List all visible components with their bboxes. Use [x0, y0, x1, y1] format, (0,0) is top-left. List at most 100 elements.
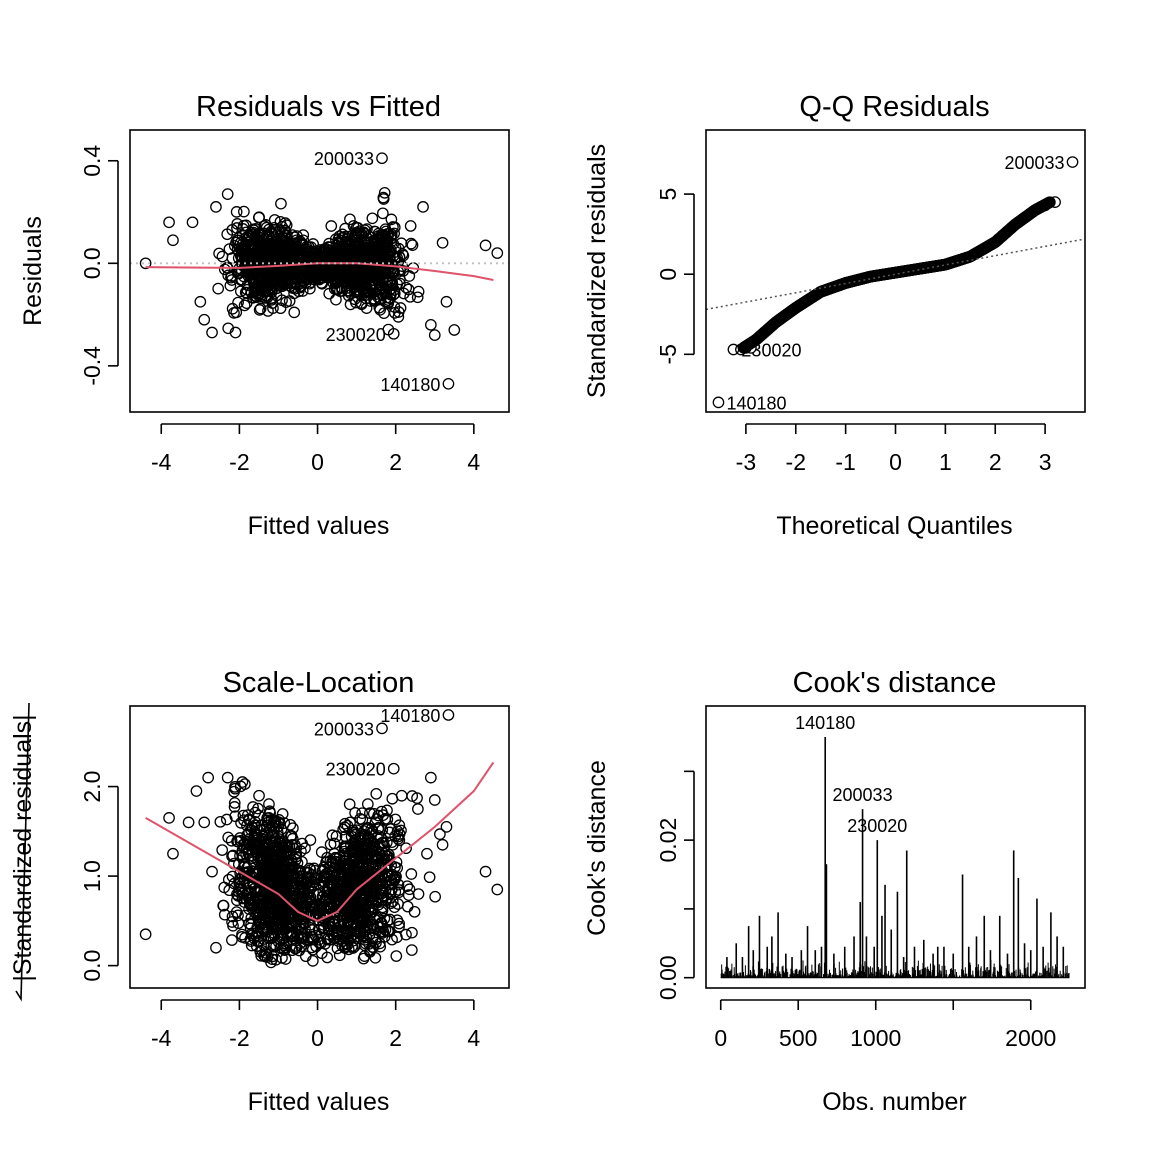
smooth-line: [145, 761, 495, 922]
data-point: [163, 216, 175, 229]
data-point: [259, 921, 272, 934]
data-point: [245, 892, 257, 905]
data-point: [385, 288, 397, 301]
data-point: [284, 256, 297, 269]
data-point: [390, 950, 403, 962]
x-tick-label: -3: [736, 449, 756, 475]
residuals-vs-fitted-panel: -4 -2 0 2 4 -0.4 0.0 0.4 200033 230020 140180 Res…: [19, 91, 510, 540]
panel-title: Cook's distance: [793, 667, 997, 699]
data-point: [274, 835, 287, 848]
data-point: [387, 221, 399, 233]
data-point: [300, 241, 313, 253]
data-point: [366, 932, 379, 945]
scale-location-points: [139, 709, 504, 969]
data-point: [266, 848, 279, 861]
labeled-point: [387, 762, 400, 775]
data-point: [338, 271, 351, 284]
data-point: [194, 295, 207, 308]
data-point: [273, 814, 285, 826]
data-point: [354, 254, 367, 267]
data-point: [330, 293, 342, 306]
point-label: 230020: [847, 816, 907, 836]
data-point: [228, 801, 241, 813]
data-point: [375, 256, 388, 269]
data-point: [406, 239, 419, 251]
data-point: [198, 313, 211, 326]
data-point: [357, 270, 369, 283]
data-point: [378, 307, 390, 320]
data-point: [275, 849, 288, 862]
data-point: [167, 847, 179, 860]
data-point: [228, 797, 241, 809]
data-point: [259, 219, 272, 231]
data-point: [280, 226, 292, 239]
point-label: 140180: [380, 706, 440, 726]
data-point: [340, 864, 353, 876]
x-tick-label: -1: [835, 449, 855, 475]
labeled-point: [1066, 156, 1079, 168]
data-point: [336, 928, 348, 941]
data-point: [234, 780, 247, 793]
data-point: [273, 267, 286, 279]
x-tick-label: 2000: [1005, 1025, 1056, 1051]
data-point: [365, 271, 377, 284]
data-point: [400, 842, 412, 855]
data-point: [238, 205, 250, 218]
data-point: [253, 240, 266, 252]
data-point: [238, 857, 251, 870]
data-point: [286, 944, 299, 957]
data-point: [210, 941, 222, 954]
data-point: [417, 201, 429, 213]
data-point: [355, 280, 368, 292]
data-point: [274, 215, 287, 228]
data-point: [393, 834, 406, 847]
data-point: [361, 798, 374, 810]
data-point: [436, 236, 449, 249]
data-point: [216, 250, 229, 263]
data-point: [334, 900, 346, 913]
data-point: [425, 318, 437, 331]
data-point: [336, 285, 348, 297]
data-point: [231, 894, 243, 907]
qq-residuals-axes: -3 -2 -1 0 1 2 3 -5 0 5: [655, 129, 1086, 475]
data-point: [404, 290, 417, 303]
y-tick-label: -5: [655, 344, 681, 364]
data-point: [370, 787, 383, 800]
data-point: [245, 227, 257, 239]
data-point: [735, 343, 747, 356]
data-point: [274, 224, 286, 236]
data-point: [348, 237, 361, 249]
data-point: [357, 952, 370, 965]
residuals-vs-fitted-axes: -4 -2 0 2 4 -0.4 0.0 0.4: [79, 129, 510, 475]
data-point: [1039, 199, 1051, 212]
data-point: [290, 889, 302, 902]
data-point: [236, 891, 249, 904]
qq-residuals-panel: -3 -2 -1 0 1 2 3 -5 0 5 200033 230020 140180 Q-Q Re…: [583, 91, 1086, 540]
data-point: [245, 935, 257, 947]
cooks-distance-point-labels: 140180 200033 230020: [795, 713, 907, 836]
data-point: [377, 191, 390, 204]
data-point: [349, 923, 362, 935]
data-point: [366, 894, 379, 907]
data-point: [367, 844, 379, 857]
labeled-point: [712, 396, 725, 409]
data-point: [394, 273, 406, 286]
data-point: [397, 287, 410, 300]
sqrt-symbol: [15, 702, 30, 1002]
data-point: [257, 913, 270, 925]
data-point: [372, 830, 385, 842]
data-point: [300, 910, 313, 922]
data-point: [232, 909, 244, 922]
data-point: [353, 873, 366, 885]
data-point: [288, 932, 301, 945]
data-point: [359, 286, 371, 298]
data-point: [213, 247, 225, 260]
data-point: [253, 304, 266, 316]
data-point: [393, 828, 406, 840]
data-point: [408, 905, 421, 918]
data-point: [271, 826, 284, 839]
data-point: [425, 771, 437, 784]
data-point: [221, 228, 234, 241]
data-point: [273, 933, 286, 945]
plot-frame: [129, 129, 510, 413]
